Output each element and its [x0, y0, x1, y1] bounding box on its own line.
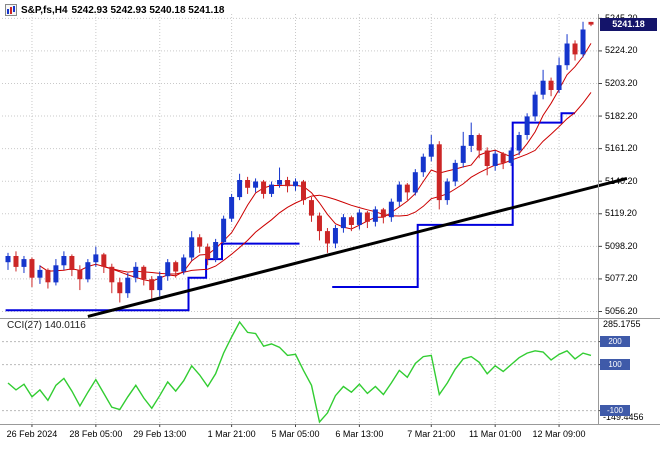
candle-body — [53, 265, 59, 283]
candle-body — [388, 201, 394, 218]
candle-body — [300, 181, 306, 201]
candle-body — [444, 181, 450, 201]
candle-body — [245, 180, 251, 188]
candle-body — [572, 43, 578, 55]
candle-body — [197, 237, 203, 247]
candle-body — [436, 144, 442, 201]
candle-body — [133, 266, 139, 278]
candle-body — [85, 262, 91, 280]
candle-body — [77, 269, 83, 280]
candle-body — [332, 228, 338, 244]
candle-body — [93, 254, 99, 263]
candle-body — [237, 180, 243, 198]
candle-body — [269, 184, 275, 194]
candle-body — [348, 217, 354, 225]
candle-body — [157, 276, 163, 291]
stop-step-line[interactable] — [5, 242, 300, 312]
symbol-label: S&P,fs,H4 — [21, 4, 68, 16]
candle-body — [460, 145, 466, 163]
cci-axis-max: 285.1755 — [603, 319, 641, 329]
candle-body — [5, 256, 11, 263]
candle-body — [101, 254, 107, 267]
candle-body — [37, 269, 43, 278]
quote-ohlc: 5242.93 5242.93 5240.18 5241.18 — [71, 4, 225, 16]
candle-body — [316, 215, 322, 232]
candle-body — [588, 21, 594, 25]
candle-body — [396, 184, 402, 202]
candle-body — [412, 172, 418, 193]
candle-body — [173, 262, 179, 272]
candle-body — [61, 256, 67, 266]
candle-body — [364, 212, 370, 222]
candle-body — [564, 43, 570, 66]
candle-body — [261, 181, 267, 194]
candle-body — [141, 266, 147, 280]
candle-body — [213, 242, 219, 260]
candle-body — [340, 217, 346, 229]
stop-step-line[interactable] — [332, 112, 575, 288]
candle-body — [277, 180, 283, 185]
candle-body — [532, 94, 538, 117]
cci-indicator-label: CCI(27) 140.0116 — [7, 320, 86, 331]
candle-body — [117, 282, 123, 294]
candle-body — [229, 197, 235, 219]
candle-body — [13, 256, 19, 267]
cci-axis-min: -149.4456 — [603, 412, 644, 422]
candle-body — [165, 262, 171, 277]
candle-body — [285, 180, 291, 187]
candle-body — [293, 181, 299, 187]
candle-body — [468, 135, 474, 146]
candle-body — [372, 209, 378, 222]
candle-body — [508, 150, 514, 163]
candle-body — [476, 135, 482, 151]
chart-icon — [5, 4, 17, 16]
candle-body — [221, 218, 227, 242]
candle-body — [253, 181, 259, 188]
candle-body — [308, 200, 314, 216]
candle-body — [109, 266, 115, 283]
candle-body — [45, 269, 51, 283]
candle-body — [484, 150, 490, 166]
candle-body — [324, 231, 330, 244]
candle-body — [404, 184, 410, 193]
candle-body — [492, 153, 498, 166]
candle-body — [540, 80, 546, 95]
cci-line[interactable] — [7, 320, 592, 424]
candle-body — [69, 256, 75, 270]
candle-body — [428, 144, 434, 157]
candle-body — [556, 65, 562, 90]
trend-line[interactable] — [87, 176, 628, 318]
ma-fast-line[interactable] — [39, 43, 592, 282]
candle-body — [516, 135, 522, 151]
candle-body — [189, 237, 195, 258]
candle-body — [149, 279, 155, 291]
candle-body — [21, 259, 27, 267]
candle-body — [125, 277, 131, 294]
current-price-badge: 5241.18 — [600, 18, 657, 32]
candle-body — [380, 209, 386, 218]
candle-body — [452, 162, 458, 182]
candle-body — [500, 153, 506, 163]
candle-body — [29, 259, 35, 278]
candle-body — [356, 212, 362, 225]
candle-body — [420, 156, 426, 173]
candle-body — [205, 246, 211, 260]
candle-body — [580, 29, 586, 55]
candle-body — [181, 257, 187, 272]
candle-body — [548, 80, 554, 90]
chart-title-bar: S&P,fs,H4 5242.93 5242.93 5240.18 5241.1… — [5, 4, 224, 16]
candle-body — [524, 116, 530, 135]
